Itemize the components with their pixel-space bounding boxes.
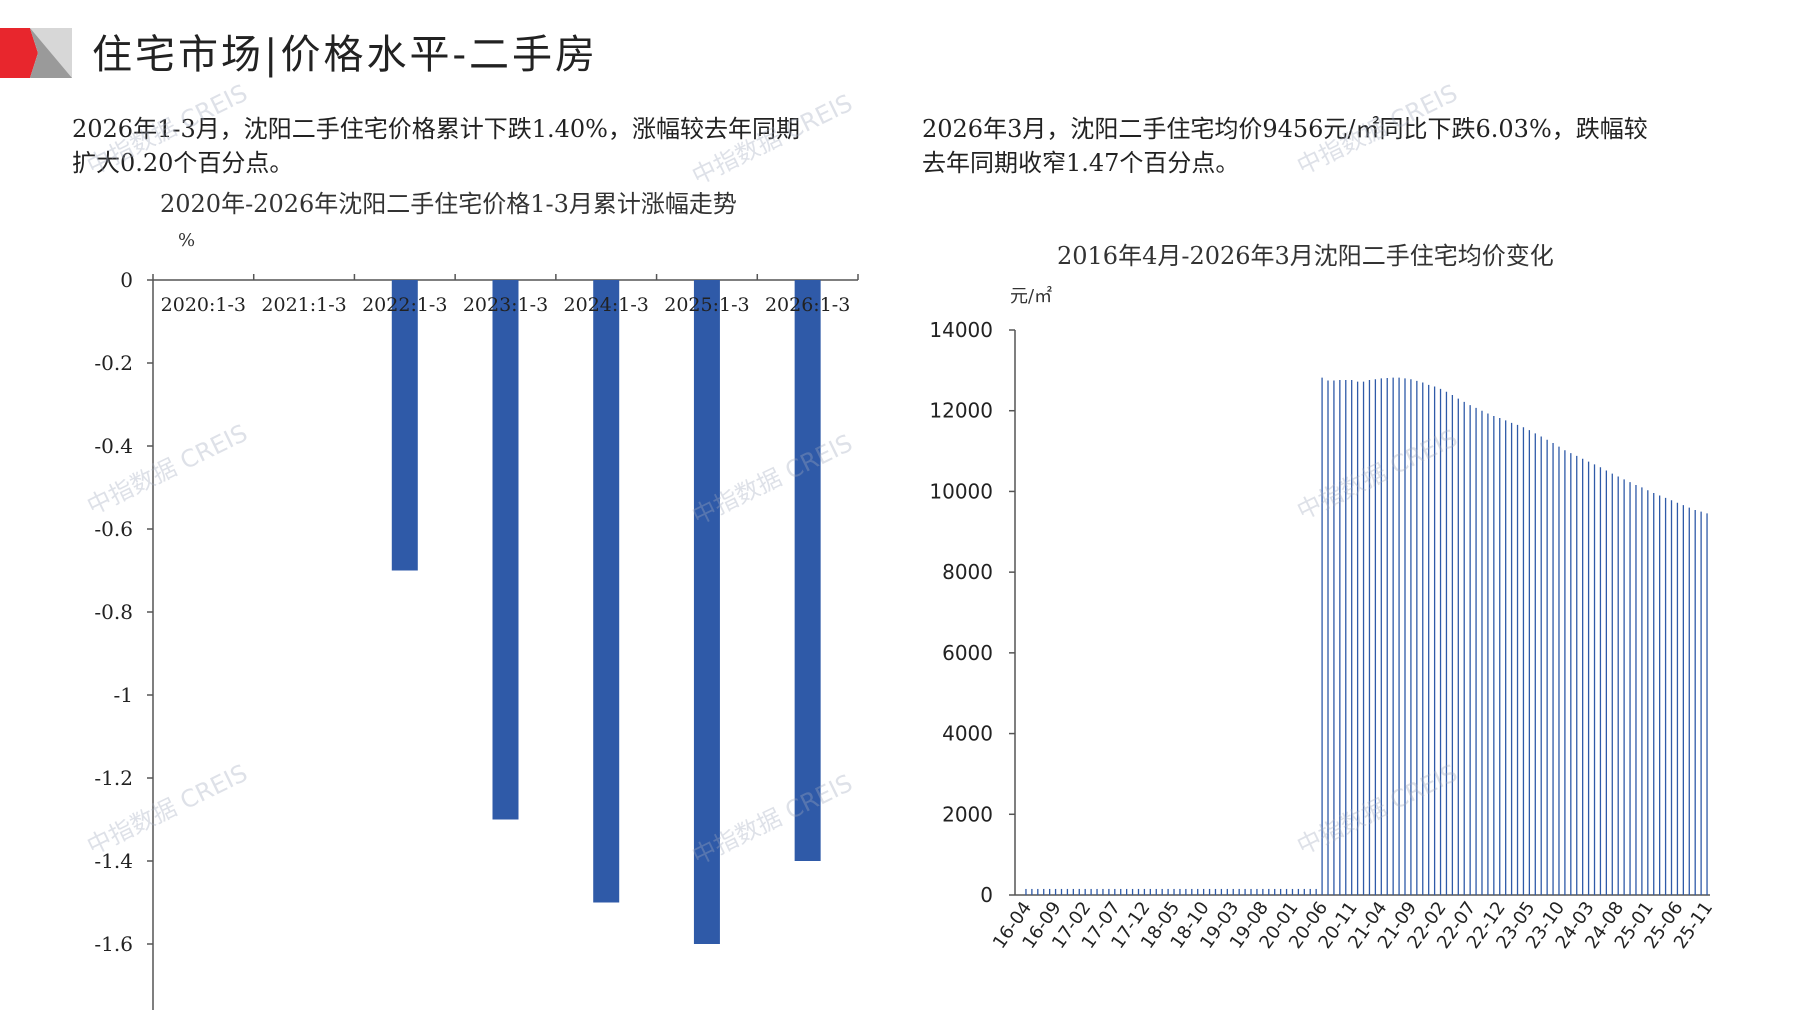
summary-right-line1: 2026年3月，沈阳二手住宅均价9456元/㎡同比下跌6.03%，跌幅较 xyxy=(922,115,1648,143)
summary-right: 2026年3月，沈阳二手住宅均价9456元/㎡同比下跌6.03%，跌幅较 去年同… xyxy=(922,112,1742,180)
right-chart-title: 2016年4月-2026年3月沈阳二手住宅均价变化 xyxy=(1057,242,1554,270)
right-y-tick-label: 8000 xyxy=(942,560,993,584)
right-y-tick-label: 12000 xyxy=(929,399,993,423)
left-y-tick-label: -1.2 xyxy=(94,766,133,790)
left-y-tick-label: -1.6 xyxy=(94,932,133,956)
left-chart-title: 2020年-2026年沈阳二手住宅价格1-3月累计涨幅走势 xyxy=(160,190,737,218)
left-x-tick-label: 2021:1-3 xyxy=(261,294,346,316)
summary-left-line1: 2026年1-3月，沈阳二手住宅价格累计下跌1.40%，涨幅较去年同期 xyxy=(72,115,800,143)
brand-logo-icon xyxy=(0,28,72,78)
left-x-tick-label: 2024:1-3 xyxy=(564,294,649,316)
summary-right-line2: 去年同期收窄1.47个百分点。 xyxy=(922,149,1240,177)
right-y-tick-label: 0 xyxy=(980,883,993,907)
left-y-tick-label: -0.8 xyxy=(94,600,133,624)
left-bar xyxy=(794,280,821,861)
left-bar xyxy=(391,280,418,571)
left-y-tick-label: -0.6 xyxy=(94,517,133,541)
right-y-tick-label: 4000 xyxy=(942,722,993,746)
left-bar xyxy=(492,280,519,820)
left-x-tick-label: 2025:1-3 xyxy=(664,294,749,316)
right-y-tick-label: 10000 xyxy=(929,479,993,503)
left-x-tick-label: 2020:1-3 xyxy=(161,294,246,316)
left-chart-ylabel: % xyxy=(178,230,196,251)
right-chart-ylabel: 元/㎡ xyxy=(1010,286,1053,307)
page-title: 住宅市场|价格水平-二手房 xyxy=(92,32,598,78)
left-bar xyxy=(693,280,720,944)
left-x-tick-label: 2026:1-3 xyxy=(765,294,850,316)
left-y-tick-label: -0.4 xyxy=(94,434,133,458)
summary-left: 2026年1-3月，沈阳二手住宅价格累计下跌1.40%，涨幅较去年同期 扩大0.… xyxy=(72,112,892,180)
left-y-tick-label: 0 xyxy=(120,268,133,292)
left-y-tick-label: -0.2 xyxy=(94,351,133,375)
left-bar xyxy=(593,280,620,903)
left-x-tick-label: 2023:1-3 xyxy=(463,294,548,316)
right-y-tick-label: 2000 xyxy=(942,802,993,826)
left-x-tick-label: 2022:1-3 xyxy=(362,294,447,316)
right-y-tick-label: 6000 xyxy=(942,641,993,665)
summary-left-line2: 扩大0.20个百分点。 xyxy=(72,149,294,177)
left-y-tick-label: -1.4 xyxy=(94,849,133,873)
right-y-tick-label: 14000 xyxy=(929,318,993,342)
left-y-tick-label: -1 xyxy=(114,683,133,707)
